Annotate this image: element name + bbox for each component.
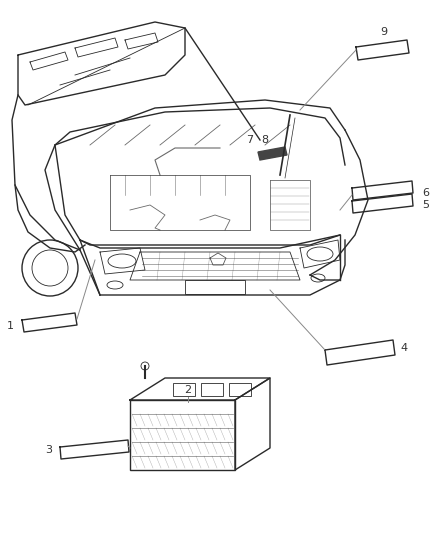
Text: 2: 2 xyxy=(184,385,191,395)
Bar xyxy=(130,400,235,470)
Text: 9: 9 xyxy=(381,27,388,37)
Polygon shape xyxy=(258,147,287,160)
Text: 3: 3 xyxy=(45,445,52,455)
Bar xyxy=(229,383,251,396)
Text: 5: 5 xyxy=(422,200,429,210)
Bar xyxy=(173,383,195,396)
Text: 1: 1 xyxy=(7,321,14,331)
Text: 7: 7 xyxy=(247,135,254,145)
Text: 8: 8 xyxy=(261,135,268,145)
Bar xyxy=(201,383,223,396)
Text: 6: 6 xyxy=(422,188,429,198)
Text: 4: 4 xyxy=(400,343,407,353)
